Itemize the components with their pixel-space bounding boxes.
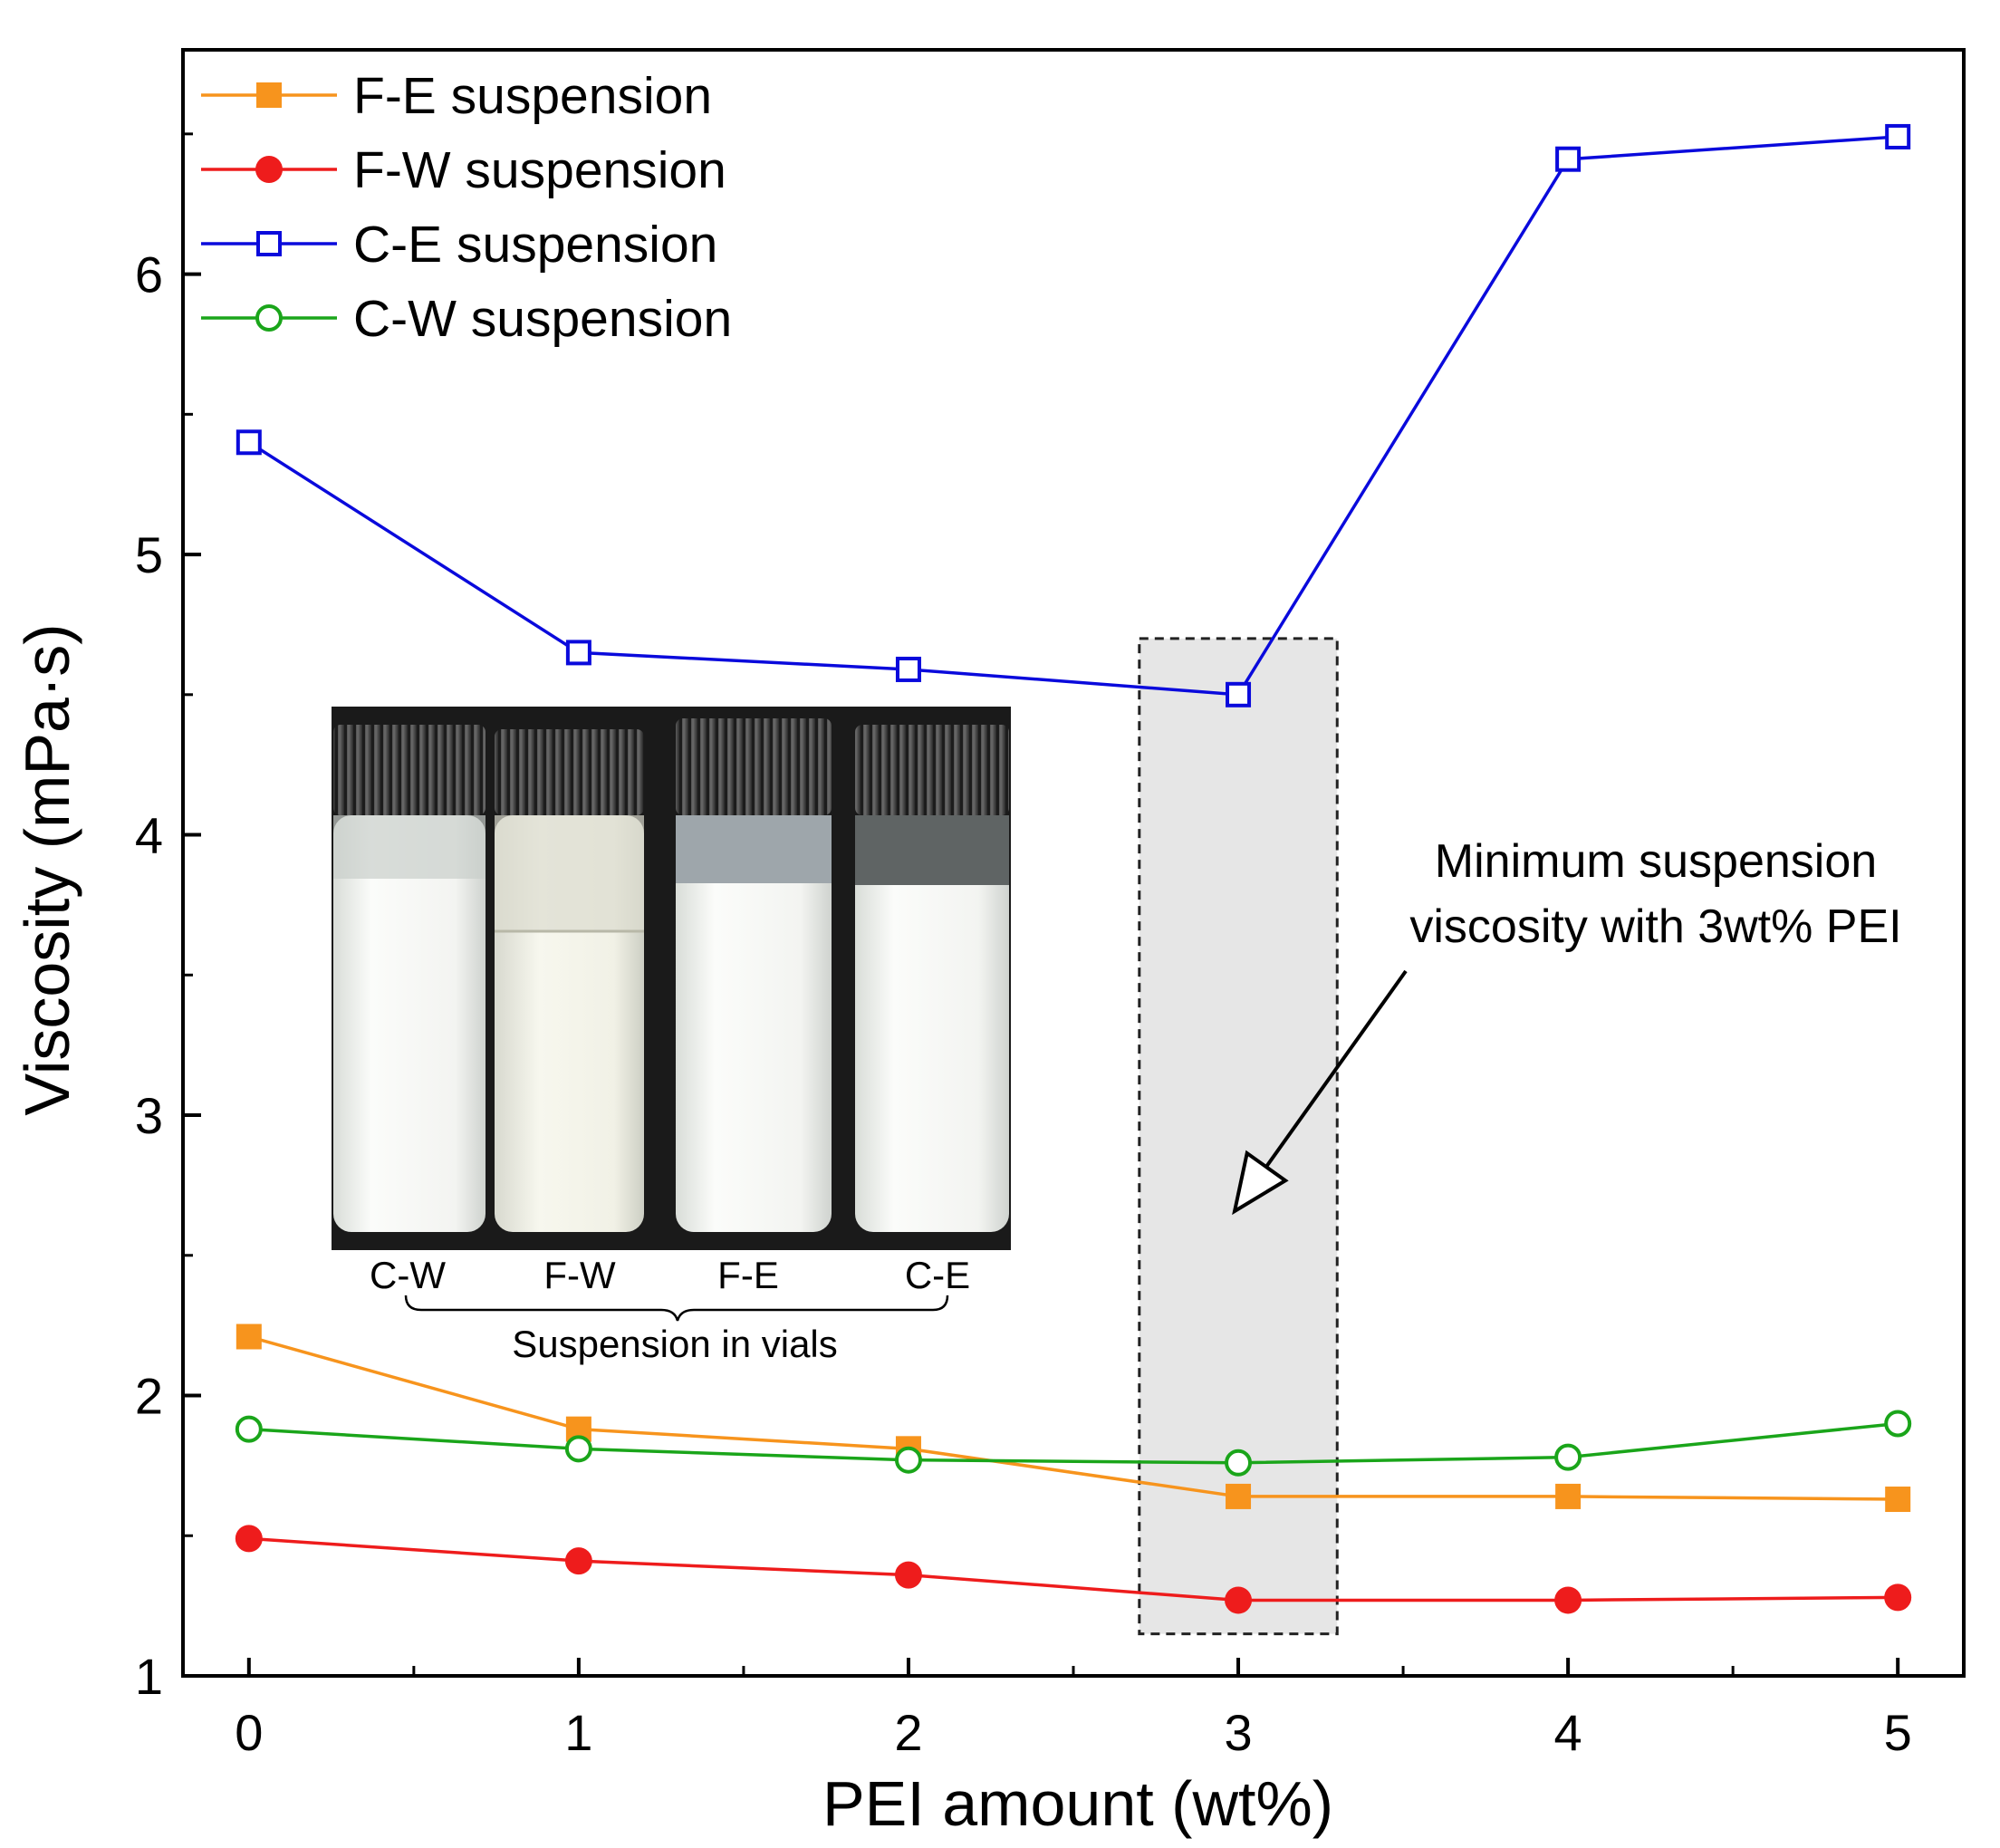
x-axis-title: PEI amount (wt%) — [822, 1768, 1333, 1839]
series-line-f-w-suspension — [248, 1536, 1899, 1603]
series-line-c-w-suspension — [248, 1421, 1899, 1465]
y-tick-label: 1 — [135, 1648, 163, 1705]
y-tick-label: 6 — [135, 246, 163, 303]
legend-label-c-w-suspension: C-W suspension — [353, 290, 732, 348]
legend-label-f-w-suspension: F-W suspension — [353, 141, 726, 199]
vial-label: F-E — [717, 1254, 779, 1296]
x-tick-label: 0 — [235, 1704, 263, 1761]
data-point-f-w-suspension — [564, 1547, 592, 1575]
legend: F-E suspension F-W suspension C-E suspensi… — [201, 67, 732, 348]
x-tick-label: 5 — [1884, 1704, 1912, 1761]
vial-label: C-W — [370, 1254, 446, 1296]
annotation-line-1: Minimum suspension — [1435, 835, 1877, 888]
series-c-w-suspension — [235, 1410, 1912, 1477]
vials-photo-inset — [332, 707, 1011, 1250]
data-point-c-w-suspension — [564, 1435, 592, 1463]
x-tick-label: 3 — [1224, 1704, 1252, 1761]
series-line-f-e-suspension — [248, 1334, 1899, 1501]
data-point-c-w-suspension — [894, 1446, 922, 1474]
y-tick-label: 3 — [135, 1087, 163, 1144]
annotation-line-2: viscosity with 3wt% PEI — [1409, 900, 1901, 953]
series-f-w-suspension — [235, 1525, 1912, 1614]
data-point-c-e-suspension — [236, 429, 262, 456]
data-point-f-w-suspension — [1554, 1586, 1582, 1614]
x-tick-label: 4 — [1554, 1704, 1582, 1761]
data-point-f-w-suspension — [1884, 1583, 1912, 1612]
series-line-c-e-suspension — [247, 135, 1899, 697]
data-point-f-e-suspension — [236, 1323, 262, 1350]
inset-caption: Suspension in vials — [512, 1323, 838, 1365]
vial-label: F-W — [543, 1254, 616, 1296]
vial-c-e — [855, 725, 1009, 1232]
axes-layer: 0 1 2 3 4 5 1 2 3 4 5 6 — [135, 132, 1912, 1761]
data-point-c-e-suspension — [565, 640, 591, 666]
vial-label: C-E — [905, 1254, 970, 1296]
series-f-e-suspension — [236, 1323, 1911, 1513]
x-tick-label: 1 — [564, 1704, 592, 1761]
data-point-c-e-suspension — [1226, 681, 1252, 707]
x-tick-label: 2 — [894, 1704, 922, 1761]
data-point-f-e-suspension — [1555, 1483, 1582, 1509]
legend-marker-c-w-suspension — [255, 304, 283, 332]
vial-f-w — [495, 729, 644, 1232]
vial-c-w — [333, 725, 486, 1232]
data-point-f-w-suspension — [894, 1561, 922, 1589]
data-point-c-e-suspension — [1555, 146, 1582, 172]
legend-label-f-e-suspension: F-E suspension — [353, 67, 712, 125]
data-point-f-w-suspension — [1225, 1586, 1253, 1614]
y-axis-title: Viscosity (mPa·s) — [12, 623, 82, 1115]
y-tick-label: 5 — [135, 526, 163, 583]
series-c-e-suspension — [236, 123, 1911, 707]
data-point-c-e-suspension — [895, 656, 921, 682]
vial-group-brace — [404, 1295, 949, 1322]
vial-labels: C-W F-W F-E C-E — [370, 1254, 970, 1296]
data-point-f-e-suspension — [1885, 1487, 1911, 1513]
data-point-c-w-suspension — [1225, 1449, 1253, 1477]
data-point-c-e-suspension — [1885, 123, 1911, 149]
arrow-shaft — [1264, 969, 1408, 1169]
legend-marker-f-w-suspension — [255, 156, 283, 183]
vial-f-e — [676, 718, 832, 1232]
legend-label-c-e-suspension: C-E suspension — [353, 216, 717, 274]
data-point-c-w-suspension — [235, 1415, 263, 1443]
y-tick-label: 4 — [135, 807, 163, 864]
annotation-arrow — [1232, 969, 1408, 1216]
data-point-c-w-suspension — [1554, 1443, 1582, 1471]
arrow-head — [1232, 1150, 1289, 1216]
data-point-f-w-suspension — [235, 1525, 263, 1553]
y-tick-label: 2 — [135, 1368, 163, 1425]
data-point-f-e-suspension — [1226, 1483, 1252, 1509]
legend-marker-f-e-suspension — [256, 82, 282, 108]
legend-marker-c-e-suspension — [256, 231, 282, 256]
series-layer — [235, 123, 1912, 1614]
data-point-c-w-suspension — [1884, 1410, 1912, 1438]
